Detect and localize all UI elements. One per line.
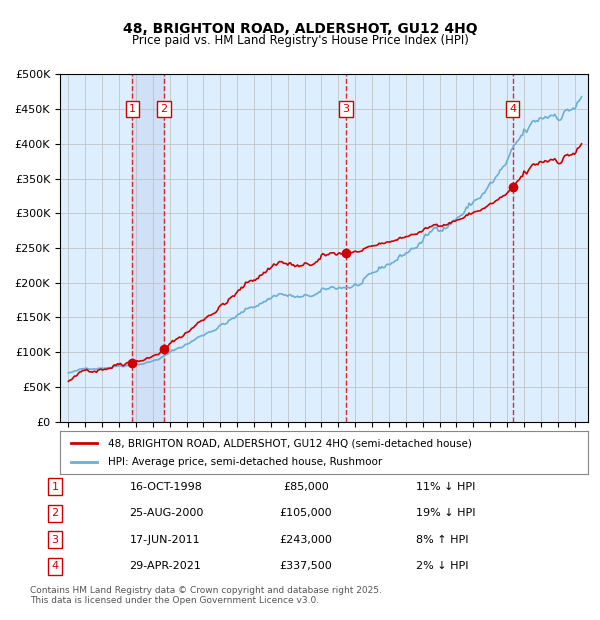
Text: 48, BRIGHTON ROAD, ALDERSHOT, GU12 4HQ: 48, BRIGHTON ROAD, ALDERSHOT, GU12 4HQ — [122, 22, 478, 36]
Text: 2: 2 — [51, 508, 58, 518]
Text: Price paid vs. HM Land Registry's House Price Index (HPI): Price paid vs. HM Land Registry's House … — [131, 34, 469, 47]
Text: £105,000: £105,000 — [280, 508, 332, 518]
Text: £85,000: £85,000 — [283, 482, 329, 492]
Bar — [133, 74, 164, 422]
Text: 11% ↓ HPI: 11% ↓ HPI — [416, 482, 476, 492]
Text: 1: 1 — [129, 104, 136, 114]
Text: 2% ↓ HPI: 2% ↓ HPI — [416, 561, 469, 572]
Text: 1: 1 — [52, 482, 58, 492]
Text: 16-OCT-1998: 16-OCT-1998 — [130, 482, 202, 492]
Bar — [133, 74, 164, 422]
Text: 17-JUN-2011: 17-JUN-2011 — [130, 535, 200, 545]
Text: Contains HM Land Registry data © Crown copyright and database right 2025.
This d: Contains HM Land Registry data © Crown c… — [30, 586, 382, 605]
Text: 48, BRIGHTON ROAD, ALDERSHOT, GU12 4HQ (semi-detached house): 48, BRIGHTON ROAD, ALDERSHOT, GU12 4HQ (… — [107, 438, 472, 448]
Text: HPI: Average price, semi-detached house, Rushmoor: HPI: Average price, semi-detached house,… — [107, 457, 382, 467]
Text: 3: 3 — [52, 535, 58, 545]
Text: 25-AUG-2000: 25-AUG-2000 — [130, 508, 204, 518]
Text: 4: 4 — [509, 104, 516, 114]
Text: £337,500: £337,500 — [280, 561, 332, 572]
Text: 2: 2 — [160, 104, 167, 114]
Text: 3: 3 — [343, 104, 350, 114]
Text: 19% ↓ HPI: 19% ↓ HPI — [416, 508, 476, 518]
Text: £243,000: £243,000 — [280, 535, 332, 545]
Text: 8% ↑ HPI: 8% ↑ HPI — [416, 535, 469, 545]
Text: 4: 4 — [51, 561, 58, 572]
Text: 29-APR-2021: 29-APR-2021 — [130, 561, 201, 572]
